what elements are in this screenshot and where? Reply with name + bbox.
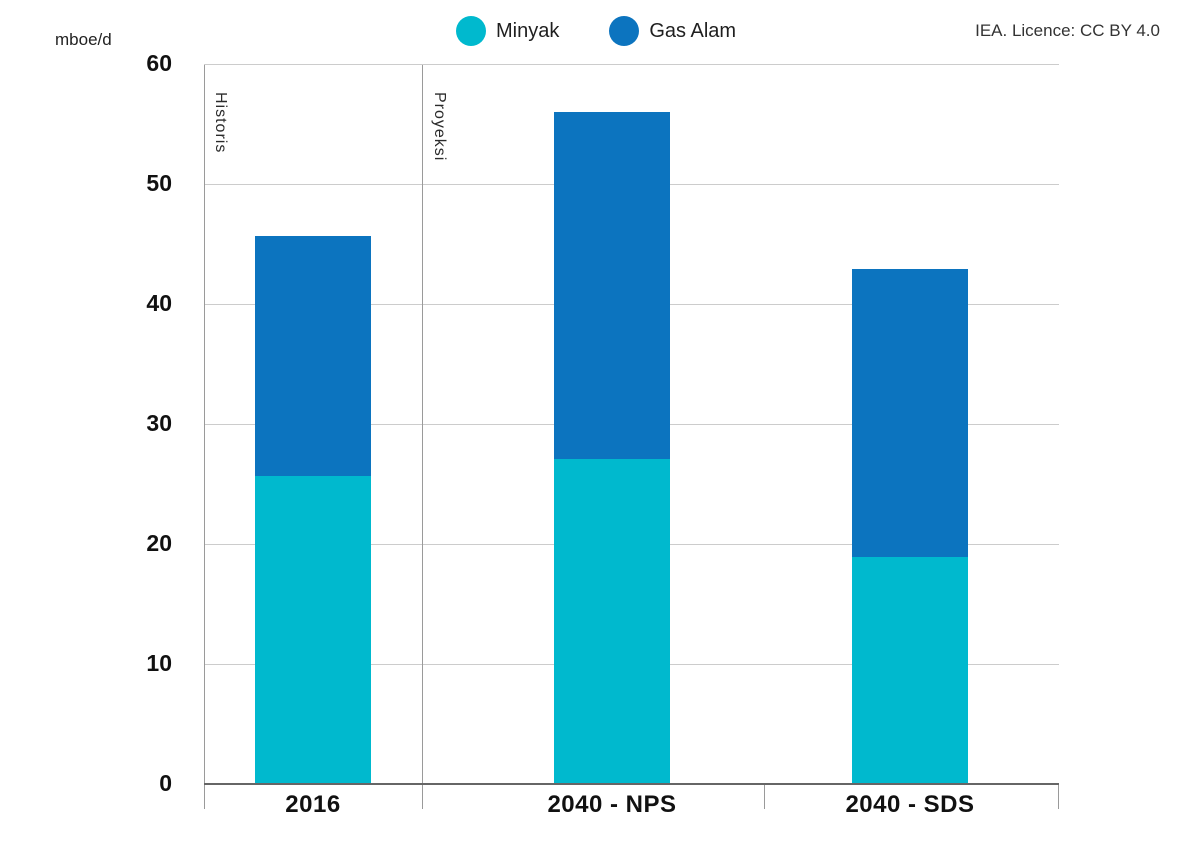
x-axis-baseline (204, 783, 1059, 785)
y-tick-label-40: 40 (146, 290, 172, 316)
legend-item-gas-alam[interactable]: Gas Alam (609, 16, 736, 46)
section-label-historis: Historis (212, 92, 229, 154)
bar-segment-gas-alam-2016[interactable] (255, 235, 371, 476)
licence-attribution: IEA. Licence: CC BY 4.0 (975, 21, 1160, 40)
bar-segment-minyak-2040 - SDS[interactable] (852, 557, 968, 784)
y-tick-label-0: 0 (159, 770, 172, 796)
bar-segment-gas-alam-2040 - NPS[interactable] (554, 112, 670, 459)
y-axis-unit-label: mboe/d (55, 30, 112, 49)
category-separator-tick (1058, 785, 1059, 809)
legend-label: Gas Alam (649, 19, 737, 42)
y-tick-label-30: 30 (146, 410, 172, 436)
x-category-label-2016: 2016 (285, 791, 341, 818)
bar-segment-gas-alam-2040 - SDS[interactable] (852, 269, 968, 558)
y-tick-label-10: 10 (146, 650, 172, 676)
legend-label: Minyak (496, 19, 560, 42)
axis-border-line (204, 65, 205, 809)
y-tick-label-60: 60 (146, 50, 172, 76)
bar-segment-minyak-2016[interactable] (255, 475, 371, 784)
legend-item-minyak[interactable]: Minyak (456, 16, 559, 46)
bar-segment-minyak-2040 - NPS[interactable] (554, 458, 670, 784)
category-separator-tick (764, 785, 765, 809)
section-label-proyeksi: Proyeksi (431, 92, 448, 162)
y-tick-label-50: 50 (146, 170, 172, 196)
bar-stack-2040 - NPS (554, 112, 670, 784)
x-category-label-2040 - SDS: 2040 - SDS (845, 791, 975, 818)
bar-stack-2040 - SDS (852, 269, 968, 784)
plot-area: Historis Proyeksi (204, 64, 1059, 809)
axis-border-line (422, 65, 423, 809)
legend-swatch-icon (456, 16, 486, 46)
gridline-y-60 (204, 64, 1059, 65)
bar-stack-2016 (255, 235, 371, 784)
legend-swatch-icon (609, 16, 640, 46)
legend: Minyak Gas Alam (456, 16, 736, 46)
y-tick-label-20: 20 (146, 530, 172, 556)
x-category-label-2040 - NPS: 2040 - NPS (547, 791, 677, 818)
